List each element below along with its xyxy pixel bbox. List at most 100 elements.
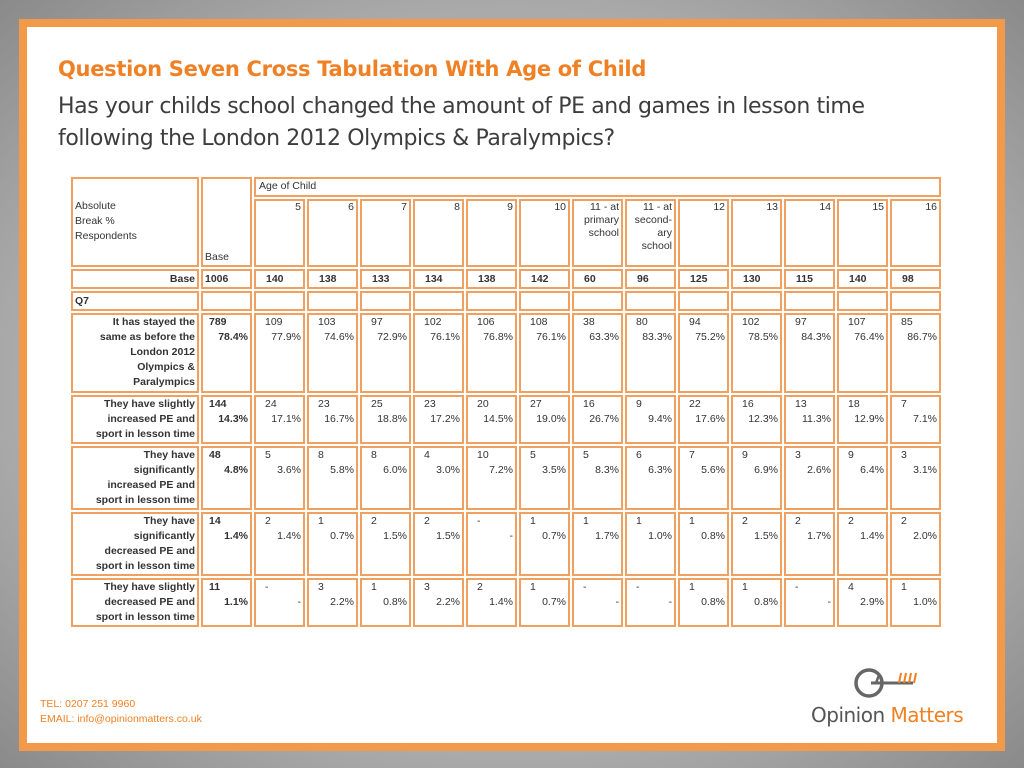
data-cell: --: [466, 512, 517, 576]
data-cell: 4 2.9%: [837, 578, 888, 627]
data-cell: 5 3.6%: [254, 446, 305, 510]
row-total-pct: 1.1%: [224, 596, 248, 608]
cell-count: 102: [424, 316, 442, 328]
key-icon: [854, 668, 917, 698]
column-header: 6: [307, 198, 358, 267]
cell-pct: -: [509, 530, 514, 542]
base-value: 133: [360, 269, 411, 289]
data-cell: 1 0.8%: [360, 578, 411, 627]
cell-pct: 17.1%: [271, 413, 301, 425]
data-cell: --: [784, 578, 835, 627]
data-cell: 3 2.6%: [784, 446, 835, 510]
section-empty-cell: [466, 291, 517, 311]
cell-count: 94: [689, 316, 701, 328]
base-row: Base 1006 140 138 133 134 138 142 60 96 125 130 115 1…: [71, 269, 941, 289]
cell-pct: 83.3%: [642, 331, 672, 343]
base-value: 140: [254, 269, 305, 289]
data-cell: 8 5.8%: [307, 446, 358, 510]
column-header-line: 14: [819, 200, 831, 213]
cell-count: 5: [583, 449, 589, 461]
cell-count: 4: [848, 581, 854, 593]
cell-count: 2: [424, 515, 430, 527]
header-row-age: Absolute Break % Respondents Base Age of Chi…: [71, 177, 941, 267]
column-header-line: 13: [766, 200, 778, 213]
column-header-line: ary: [657, 226, 672, 239]
column-header-line: 9: [507, 200, 513, 213]
data-cell: 85 86.7%: [890, 313, 941, 393]
cell-count: 2: [477, 581, 483, 593]
data-cell: 8 6.0%: [360, 446, 411, 510]
section-empty-cell: [572, 291, 623, 311]
column-header-line: 11 - at: [643, 200, 672, 213]
row-label-line: It has stayed the: [112, 316, 195, 328]
data-cell: 80 83.3%: [625, 313, 676, 393]
data-cell: 102 76.1%: [413, 313, 464, 393]
base-value: 115: [784, 269, 835, 289]
data-cell: 5 3.5%: [519, 446, 570, 510]
cell-pct: 8.3%: [595, 464, 619, 476]
logo-word-opinion: Opinion: [811, 703, 891, 727]
cell-count: -: [477, 515, 481, 527]
table-row: They have significantly decreased PE and sp…: [71, 512, 941, 576]
data-cell: --: [254, 578, 305, 627]
data-cell: 22 17.6%: [678, 395, 729, 444]
row-label-line: sport in lesson time: [95, 428, 195, 440]
row-total: 48 4.8%: [201, 446, 252, 510]
data-cell: 1 1.0%: [890, 578, 941, 627]
cell-pct: 3.6%: [277, 464, 301, 476]
column-header-line: 6: [348, 200, 354, 213]
cell-pct: 6.3%: [648, 464, 672, 476]
cell-pct: 1.7%: [595, 530, 619, 542]
cell-pct: 5.6%: [701, 464, 725, 476]
cell-count: 2: [901, 515, 907, 527]
cell-count: 103: [318, 316, 336, 328]
age-of-child-header: Age of Child: [254, 177, 941, 197]
cell-count: 22: [689, 398, 701, 410]
data-cell: 1 1.0%: [625, 512, 676, 576]
row-label: They have slightly decreased PE and sport …: [71, 578, 199, 627]
cell-pct: 7.2%: [489, 464, 513, 476]
base-value: 138: [466, 269, 517, 289]
cell-pct: -: [297, 596, 302, 608]
cell-pct: 14.5%: [483, 413, 513, 425]
section-empty-cell: [678, 291, 729, 311]
row-label-line: significantly: [133, 464, 195, 476]
cell-pct: 76.4%: [854, 331, 884, 343]
opinion-matters-logo: Opinion Matters: [811, 661, 981, 731]
data-cell: --: [572, 578, 623, 627]
data-cell: 4 3.0%: [413, 446, 464, 510]
footer-email[interactable]: EMAIL: info@opinionmatters.co.uk: [40, 713, 202, 725]
cell-pct: 0.7%: [542, 530, 566, 542]
cell-pct: 26.7%: [589, 413, 619, 425]
cell-count: 10: [477, 449, 489, 461]
row-label-line: They have slightly: [103, 581, 195, 593]
base-value: 142: [519, 269, 570, 289]
data-cell: 38 63.3%: [572, 313, 623, 393]
cell-count: 27: [530, 398, 542, 410]
cell-count: 102: [742, 316, 760, 328]
cell-count: 1: [689, 581, 695, 593]
cell-count: 4: [424, 449, 430, 461]
row-total: 144 14.3%: [201, 395, 252, 444]
row-label-line: decreased PE and: [104, 545, 195, 557]
section-empty-cell: [837, 291, 888, 311]
corner-label: Respondents: [75, 230, 137, 242]
row-total-count: 11: [209, 581, 221, 593]
cell-count: 8: [371, 449, 377, 461]
cell-pct: 0.8%: [701, 530, 725, 542]
section-empty-cell: [413, 291, 464, 311]
section-empty-cell: [625, 291, 676, 311]
cell-pct: 12.9%: [854, 413, 884, 425]
cell-count: 97: [795, 316, 807, 328]
cell-count: 1: [901, 581, 907, 593]
cell-count: 1: [742, 581, 748, 593]
row-label-line: sport in lesson time: [95, 611, 195, 623]
cell-pct: 2.9%: [860, 596, 884, 608]
header-row-columns: 5 6 7 8 9 10 11 - at primary school 11 - at second…: [71, 198, 941, 267]
cell-pct: 2.2%: [330, 596, 354, 608]
column-header-line: school: [588, 226, 619, 239]
data-cell: 7 5.6%: [678, 446, 729, 510]
data-cell: 97 84.3%: [784, 313, 835, 393]
data-cell: 94 75.2%: [678, 313, 729, 393]
column-header: 11 - at primary school: [572, 198, 623, 267]
